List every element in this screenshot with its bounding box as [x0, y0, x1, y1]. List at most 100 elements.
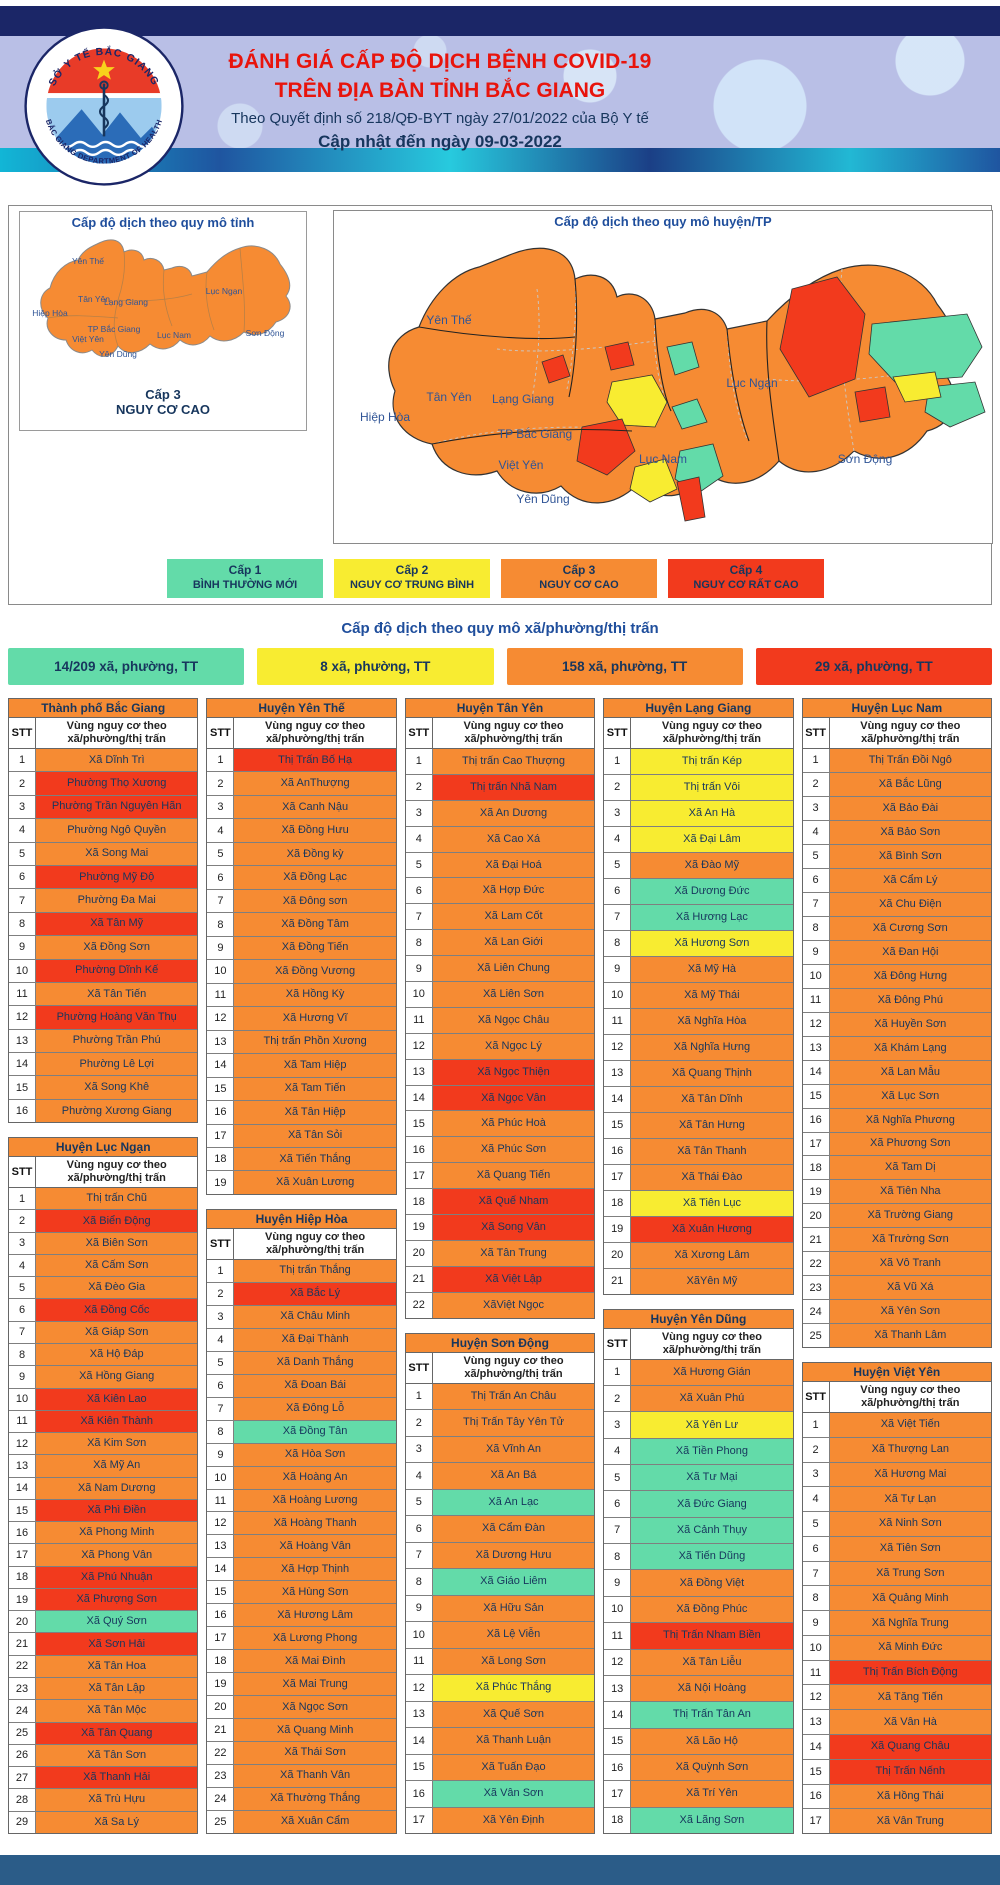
commune-stt: 24	[802, 1300, 830, 1324]
commune-stt: 17	[405, 1807, 433, 1834]
commune-name-cell: Xã An Dương	[432, 800, 595, 826]
commune-name-cell: Xã Thanh Hải	[36, 1767, 198, 1789]
commune-row: 21 XãYên Mỹ	[604, 1268, 793, 1294]
commune-row: 18 Xã Phú Nhuận	[9, 1566, 198, 1589]
commune-name-cell: Xã Phương Sơn	[829, 1132, 991, 1156]
commune-row: 6 Xã Cẩm Đàn	[405, 1516, 595, 1543]
commune-name-cell: Xã Song Mai	[36, 842, 198, 865]
commune-name-cell: Xã Thượng Lan	[829, 1437, 991, 1462]
commune-row: 6 Xã Cẩm Lý	[802, 868, 991, 893]
commune-stt: 4	[207, 1328, 235, 1351]
district-map: Yên Thế Tân Yên Lạng Giang Lục Ngạn Hiệp Hòa…	[360, 247, 986, 522]
commune-row: 7 Xã Đông Lỗ	[207, 1397, 396, 1421]
commune-name-cell: Xã Việt Lập	[432, 1266, 595, 1292]
commune-stt: 9	[405, 956, 433, 982]
banner-top-bar	[0, 6, 1000, 36]
commune-stt: 10	[604, 1596, 632, 1623]
commune-stt: 16	[604, 1754, 632, 1781]
map-label: Yên Thế	[426, 313, 471, 327]
commune-stt: 3	[604, 800, 632, 826]
province-level-desc: NGUY CƠ CAO	[116, 402, 210, 417]
commune-stt: 5	[405, 1489, 433, 1516]
commune-name-cell: Xã Kiên Thành	[36, 1410, 198, 1433]
commune-name-cell: Xã Đồng Sơn	[36, 936, 198, 959]
commune-row: 12 Xã Phúc Thắng	[405, 1675, 595, 1702]
commune-name-cell: Xã Xuân Cẩm	[234, 1810, 396, 1833]
commune-stt: 24	[207, 1787, 235, 1810]
commune-row: 2 Thị Trấn Tây Yên Tử	[405, 1410, 595, 1437]
commune-name-cell: Xã Vĩnh An	[432, 1436, 595, 1463]
commune-stt: 19	[9, 1588, 36, 1611]
district-table: Huyện Tân Yên STT Vùng nguy cơ theo xã/phư…	[404, 698, 596, 1319]
commune-row: 21 Xã Việt Lập	[405, 1266, 595, 1293]
commune-name-cell: Xã Sơn Hải	[36, 1633, 198, 1655]
commune-row: 7 Xã Giáp Sơn	[9, 1321, 198, 1345]
commune-name-cell: Xã Lan Mẫu	[829, 1060, 991, 1084]
commune-row: 5 Xã Bình Sơn	[802, 844, 991, 869]
commune-row: 16 Xã Phong Minh	[9, 1522, 198, 1545]
commune-stt: 4	[802, 820, 830, 844]
commune-stt: 1	[604, 749, 632, 774]
commune-row: 7 Xã Trung Sơn	[802, 1561, 991, 1587]
commune-row: 27 Xã Thanh Hải	[9, 1767, 198, 1790]
commune-name-cell: Xã Hoàng Vân	[234, 1535, 396, 1558]
commune-row: 9 Xã Đồng Tiến	[207, 936, 396, 961]
commune-stt: 2	[802, 772, 830, 796]
table-column-3: Huyện Tân Yên STT Vùng nguy cơ theo xã/phư…	[404, 698, 596, 1834]
commune-name-cell: Thị Trấn Đồi Ngô	[829, 749, 991, 772]
banner-white-strip	[0, 0, 1000, 6]
commune-row: 17 Xã Phương Sơn	[802, 1132, 991, 1157]
commune-row: 11 Xã Hoàng Lương	[207, 1489, 396, 1513]
commune-name-cell: Xã An Lạc	[432, 1489, 595, 1516]
commune-stt: 21	[405, 1266, 433, 1292]
commune-name-cell: Xã Tiền Phong	[631, 1438, 793, 1465]
district-table: Huyện Lạng Giang STT Vùng nguy cơ theo xã/…	[603, 698, 794, 1295]
commune-row: 20 Xã Quý Sơn	[9, 1611, 198, 1634]
commune-stt: 5	[604, 852, 632, 878]
commune-stt: 17	[207, 1124, 235, 1147]
commune-stt: 5	[207, 842, 235, 866]
commune-name-cell: Xã Xuân Hương	[631, 1216, 793, 1242]
commune-row: 4 Xã Đồng Hưu	[207, 819, 396, 843]
commune-stt: 14	[405, 1728, 433, 1754]
commune-name-cell: Xã Nội Hoàng	[631, 1675, 793, 1702]
commune-stt: 9	[802, 1611, 830, 1635]
commune-stt: 9	[604, 1570, 632, 1596]
commune-stt: 1	[9, 749, 36, 772]
table-column-2: Huyện Yên Thế STT Vùng nguy cơ theo xã/phư…	[206, 698, 397, 1834]
commune-name-cell: Xã Đông Lỗ	[234, 1397, 396, 1420]
map-label: Lục Ngạn	[206, 286, 243, 296]
commune-stt: 15	[405, 1754, 433, 1781]
commune-stt: 10	[802, 1635, 830, 1660]
commune-name-cell: Xã Bắc Lũng	[829, 772, 991, 796]
commune-stt: 11	[207, 983, 235, 1007]
commune-row: 14 Phường Lê Lợi	[9, 1053, 198, 1077]
commune-stt: 8	[207, 1420, 235, 1443]
district-table-header-row: STT Vùng nguy cơ theo xã/phường/thị trấn	[802, 1382, 991, 1414]
commune-name-cell: Xã Liên Sơn	[432, 982, 595, 1007]
stt-header-cell: STT	[207, 1229, 235, 1259]
commune-row: 2 Xã Bắc Lũng	[802, 772, 991, 797]
commune-stt: 5	[802, 1512, 830, 1536]
commune-row: 3 Xã An Dương	[405, 800, 595, 827]
commune-row: 13 Phường Trần Phú	[9, 1029, 198, 1054]
commune-name-cell: Xã Đào Mỹ	[631, 852, 793, 878]
commune-name-cell: Xã Minh Đức	[829, 1635, 991, 1660]
commune-name-cell: Xã Đồng Hưu	[234, 819, 396, 842]
legend-level-name: Cấp 1	[228, 563, 262, 577]
commune-stt: 14	[802, 1735, 830, 1759]
commune-name-cell: Xã Tiến Dũng	[631, 1544, 793, 1570]
commune-name-cell: Xã Nghĩa Hòa	[631, 1008, 793, 1034]
commune-row: 12 Xã Hoàng Thanh	[207, 1512, 396, 1536]
commune-stt: 19	[207, 1171, 235, 1194]
risk-header-cell: Vùng nguy cơ theo xã/phường/thị trấn	[265, 1231, 366, 1256]
commune-stt: 8	[802, 1586, 830, 1611]
commune-row: 21 Xã Trường Sơn	[802, 1228, 991, 1253]
commune-stt: 7	[9, 1321, 36, 1344]
commune-row: 8 Xã Tiến Dũng	[604, 1544, 793, 1571]
commune-stt: 21	[207, 1719, 235, 1742]
commune-row: 10 Xã Mỹ Thái	[604, 982, 793, 1009]
commune-name-cell: Xã Vân Sơn	[432, 1781, 595, 1807]
main-title-line1: ĐÁNH GIÁ CẤP ĐỘ DỊCH BỆNH COVID-19	[228, 50, 652, 73]
